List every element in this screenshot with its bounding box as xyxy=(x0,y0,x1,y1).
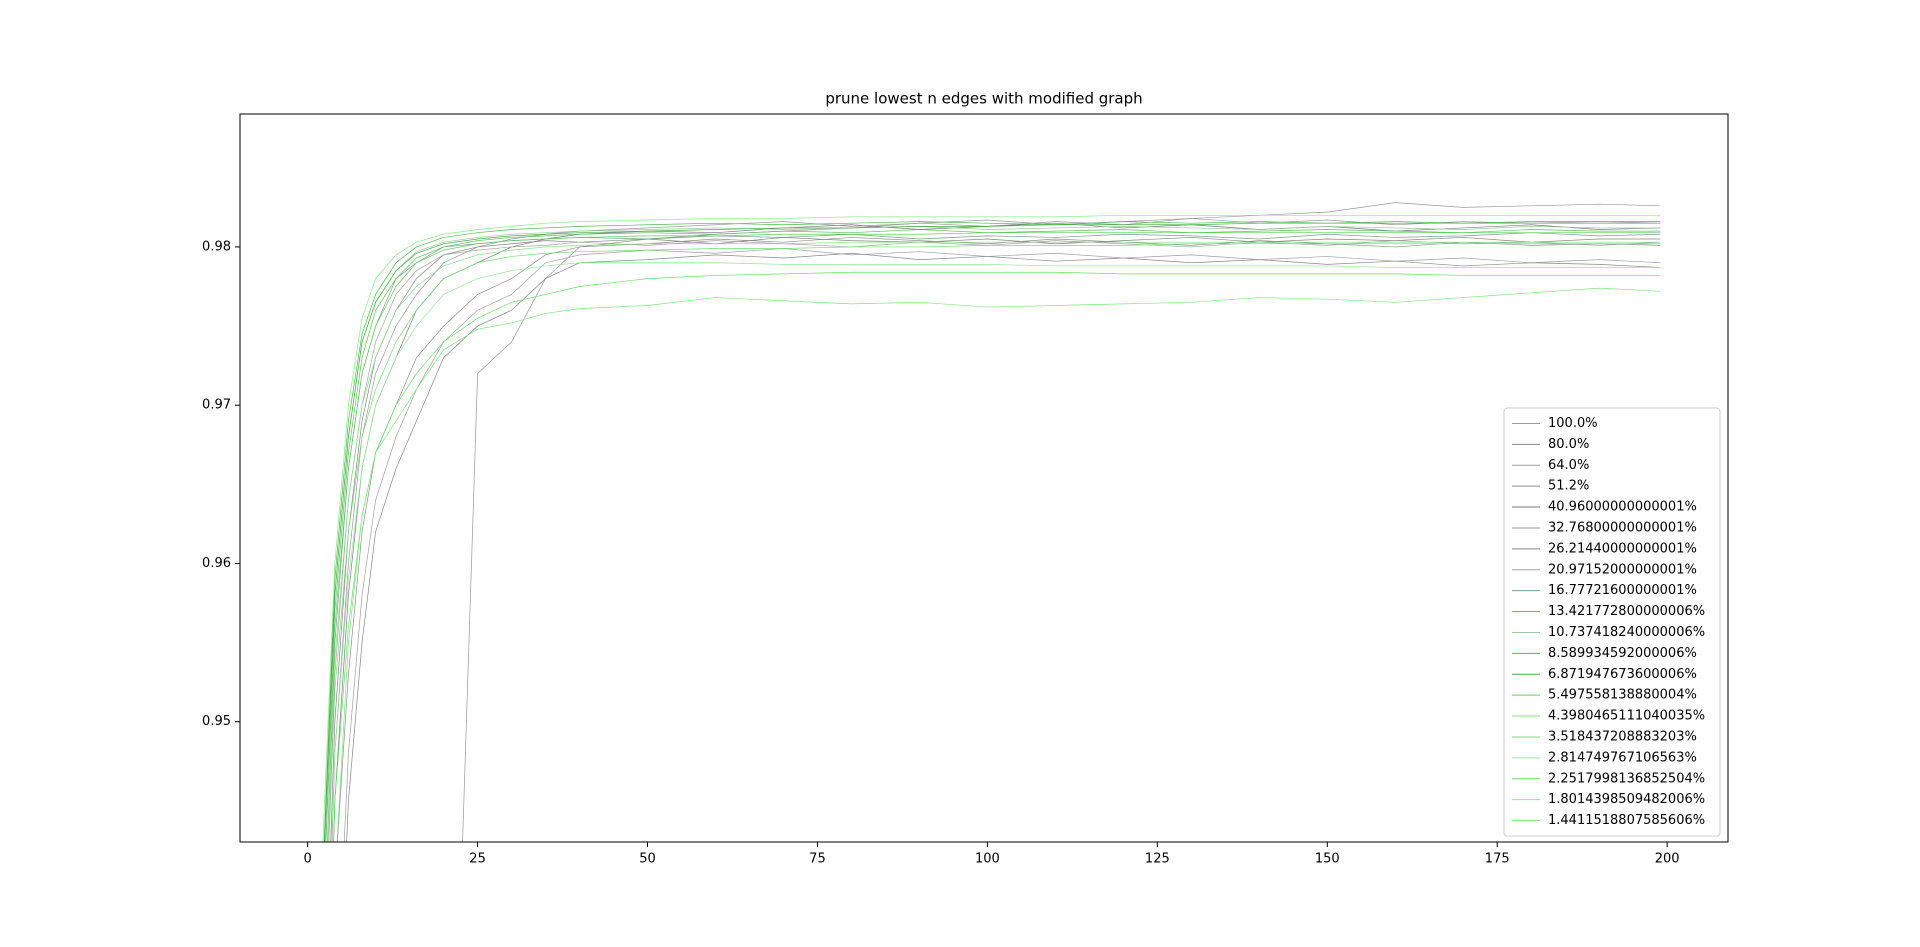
series-line xyxy=(330,237,1661,842)
legend-label: 32.76800000000001% xyxy=(1548,520,1697,535)
x-tick-label: 50 xyxy=(639,852,656,867)
series-line xyxy=(331,218,1661,842)
x-tick-label: 0 xyxy=(303,852,311,867)
legend-label: 2.2517998136852504% xyxy=(1548,771,1705,786)
legend-box xyxy=(1503,407,1721,837)
series-line xyxy=(327,241,1661,842)
legend-label: 13.421772800000006% xyxy=(1548,604,1705,619)
legend-label: 26.21440000000001% xyxy=(1548,541,1697,556)
x-tick-label: 175 xyxy=(1485,852,1510,867)
legend-label: 2.814749767106563% xyxy=(1548,750,1697,765)
legend-label: 64.0% xyxy=(1548,458,1589,473)
legend-label: 4.3980465111040035% xyxy=(1548,709,1705,724)
legend-label: 40.96000000000001% xyxy=(1548,500,1697,515)
series-line xyxy=(346,252,1661,842)
legend-label: 20.97152000000001% xyxy=(1548,562,1697,577)
series-line xyxy=(323,221,1661,842)
series-line xyxy=(328,243,1661,842)
legend-label: 5.497558138880004% xyxy=(1548,688,1697,703)
legend-label: 8.589934592000006% xyxy=(1548,646,1697,661)
legend-label: 1.4411518807585606% xyxy=(1548,813,1705,828)
x-tick-label: 200 xyxy=(1655,852,1680,867)
series-line xyxy=(331,262,1661,842)
legend-label: 10.737418240000006% xyxy=(1548,625,1705,640)
x-tick-label: 150 xyxy=(1315,852,1340,867)
series-line xyxy=(336,237,1661,842)
x-tick-label: 125 xyxy=(1145,852,1170,867)
series-line xyxy=(328,240,1661,842)
series-line xyxy=(325,229,1661,842)
series-line xyxy=(327,232,1661,842)
series-line xyxy=(333,222,1661,842)
series-line xyxy=(336,287,1661,842)
legend-label: 3.518437208883203% xyxy=(1548,729,1697,744)
legend-label: 51.2% xyxy=(1548,479,1589,494)
y-tick-label: 0.96 xyxy=(202,556,231,571)
legend-label: 100.0% xyxy=(1548,416,1598,431)
x-tick-label: 100 xyxy=(975,852,1000,867)
x-tick-label: 75 xyxy=(809,852,826,867)
chart-title: prune lowest n edges with modified graph xyxy=(825,90,1142,108)
legend-label: 16.77721600000001% xyxy=(1548,583,1697,598)
axes-frame xyxy=(239,113,1729,843)
series-line xyxy=(324,222,1661,842)
series-line xyxy=(333,271,1661,842)
legend-label: 80.0% xyxy=(1548,437,1589,452)
series-line xyxy=(322,214,1661,842)
series-line xyxy=(462,202,1661,842)
series-line xyxy=(324,226,1661,842)
y-tick-label: 0.97 xyxy=(202,398,231,413)
series-line xyxy=(343,248,1661,842)
plot-area xyxy=(322,202,1661,842)
x-tick-label: 25 xyxy=(469,852,486,867)
y-tick-label: 0.95 xyxy=(202,714,231,729)
legend-label: 6.871947673600006% xyxy=(1548,667,1697,682)
legend-label: 1.8014398509482006% xyxy=(1548,792,1705,807)
series-line xyxy=(325,232,1661,842)
y-tick-label: 0.98 xyxy=(202,239,231,254)
